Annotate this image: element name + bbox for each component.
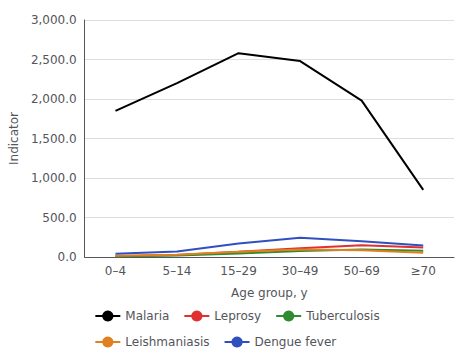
svg-text:50–69: 50–69 (343, 264, 380, 278)
svg-text:1,500.0: 1,500.0 (31, 132, 77, 146)
svg-text:2,000.0: 2,000.0 (31, 92, 77, 106)
svg-text:Malaria: Malaria (125, 309, 169, 323)
svg-text:2,500.0: 2,500.0 (31, 53, 77, 67)
svg-text:Leprosy: Leprosy (214, 309, 261, 323)
svg-text:Age group, y: Age group, y (231, 286, 308, 300)
svg-text:0.0: 0.0 (58, 250, 77, 264)
svg-text:≥70: ≥70 (411, 264, 436, 278)
svg-text:15–29: 15–29 (220, 264, 257, 278)
svg-text:Leishmaniasis: Leishmaniasis (125, 335, 209, 349)
svg-text:Indicator: Indicator (7, 112, 21, 165)
svg-text:3,000.0: 3,000.0 (31, 13, 77, 27)
svg-text:500.0: 500.0 (42, 211, 76, 225)
svg-text:Dengue fever: Dengue fever (255, 335, 337, 349)
svg-text:30–49: 30–49 (282, 264, 319, 278)
svg-text:1,000.0: 1,000.0 (31, 171, 77, 185)
svg-text:5–14: 5–14 (163, 264, 192, 278)
svg-text:0–4: 0–4 (105, 264, 126, 278)
svg-text:Tuberculosis: Tuberculosis (305, 309, 380, 323)
